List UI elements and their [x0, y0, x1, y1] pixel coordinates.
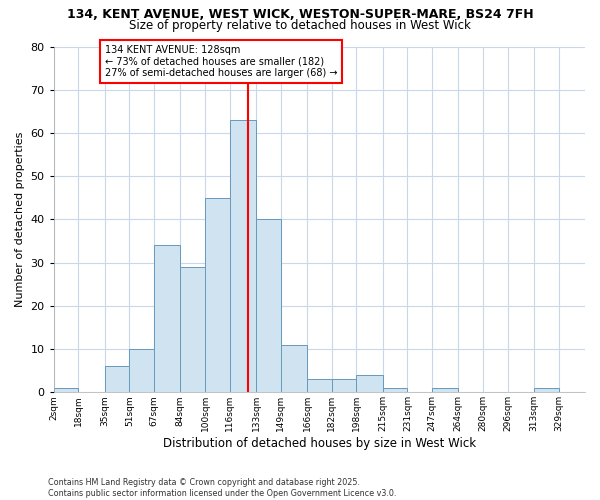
- Text: 134, KENT AVENUE, WEST WICK, WESTON-SUPER-MARE, BS24 7FH: 134, KENT AVENUE, WEST WICK, WESTON-SUPE…: [67, 8, 533, 20]
- Bar: [54, 388, 79, 392]
- Bar: [256, 220, 281, 392]
- Bar: [432, 388, 458, 392]
- Y-axis label: Number of detached properties: Number of detached properties: [15, 132, 25, 307]
- Bar: [534, 388, 559, 392]
- Bar: [307, 380, 332, 392]
- Bar: [383, 388, 407, 392]
- Bar: [230, 120, 256, 392]
- Text: 134 KENT AVENUE: 128sqm
← 73% of detached houses are smaller (182)
27% of semi-d: 134 KENT AVENUE: 128sqm ← 73% of detache…: [104, 45, 337, 78]
- Bar: [130, 349, 154, 393]
- Text: Contains HM Land Registry data © Crown copyright and database right 2025.
Contai: Contains HM Land Registry data © Crown c…: [48, 478, 397, 498]
- Bar: [181, 267, 205, 392]
- Bar: [104, 366, 130, 392]
- Bar: [154, 246, 181, 392]
- Bar: [205, 198, 230, 392]
- Bar: [356, 375, 383, 392]
- Text: Size of property relative to detached houses in West Wick: Size of property relative to detached ho…: [129, 18, 471, 32]
- X-axis label: Distribution of detached houses by size in West Wick: Distribution of detached houses by size …: [163, 437, 476, 450]
- Bar: [332, 380, 356, 392]
- Bar: [281, 344, 307, 393]
